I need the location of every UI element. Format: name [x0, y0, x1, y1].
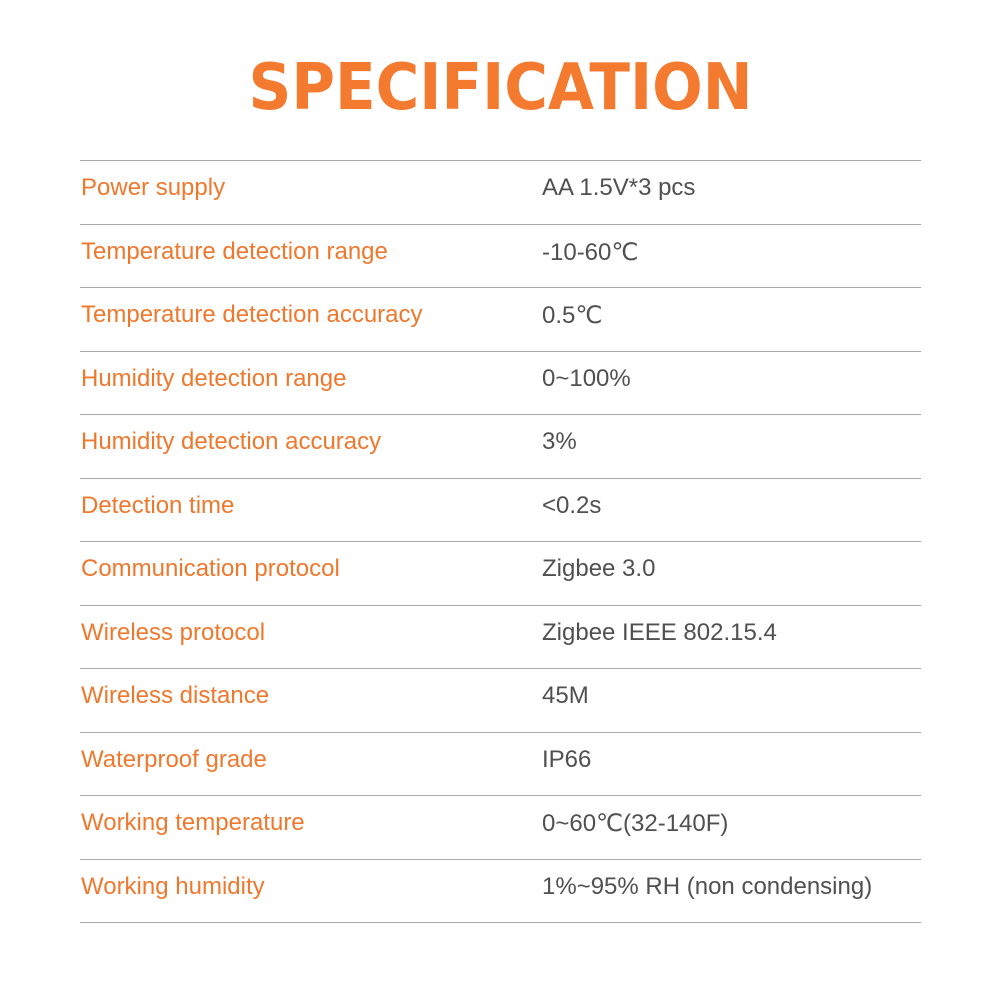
spec-label: Working humidity	[81, 872, 265, 900]
spec-value: AA 1.5V*3 pcs	[542, 174, 696, 201]
spec-value: 0~60℃(32-140F)	[542, 810, 729, 837]
spec-label: Temperature detection accuracy	[81, 301, 423, 328]
spec-label: Wireless distance	[81, 682, 270, 709]
spec-row: Humidity detection accuracy 3%	[80, 415, 921, 479]
spec-row: Temperature detection accuracy 0.5℃	[80, 288, 921, 352]
spec-value: 0.5℃	[542, 302, 603, 329]
spec-value: 0~100%	[542, 364, 631, 392]
spec-row: Temperature detection range -10-60℃	[80, 225, 921, 288]
spec-label: Temperature detection range	[81, 237, 388, 265]
spec-row: Working temperature 0~60℃(32-140F)	[80, 796, 921, 860]
spec-row: Humidity detection range 0~100%	[80, 352, 921, 415]
spec-table: Power supply AA 1.5V*3 pcs Temperature det…	[80, 160, 921, 923]
spec-row: Communication protocol Zigbee 3.0	[80, 542, 921, 606]
spec-label: Waterproof grade	[81, 745, 267, 773]
spec-row: Power supply AA 1.5V*3 pcs	[80, 161, 921, 225]
page-title: SPECIFICATION	[248, 51, 753, 125]
spec-value: 45M	[542, 682, 589, 709]
spec-row: Waterproof grade IP66	[80, 733, 921, 796]
spec-row: Wireless distance 45M	[80, 669, 921, 733]
spec-label: Wireless protocol	[81, 618, 266, 646]
spec-value: 1%~95% RH (non condensing)	[542, 872, 873, 900]
spec-value: -10-60℃	[542, 238, 639, 266]
spec-value: IP66	[542, 745, 592, 773]
spec-row: Working humidity 1%~95% RH (non condensin…	[80, 860, 921, 923]
spec-row: Detection time <0.2s	[80, 479, 921, 542]
spec-label: Communication protocol	[81, 555, 340, 582]
spec-value: Zigbee 3.0	[542, 555, 656, 582]
spec-value: <0.2s	[542, 491, 602, 519]
spec-value: Zigbee IEEE 802.15.4	[542, 618, 777, 646]
spec-label: Working temperature	[81, 809, 305, 836]
spec-label: Power supply	[81, 174, 226, 201]
spec-label: Humidity detection accuracy	[81, 428, 382, 455]
spec-label: Humidity detection range	[81, 364, 347, 392]
spec-label: Detection time	[81, 491, 235, 519]
spec-value: 3%	[542, 428, 577, 455]
spec-row: Wireless protocol Zigbee IEEE 802.15.4	[80, 606, 921, 669]
